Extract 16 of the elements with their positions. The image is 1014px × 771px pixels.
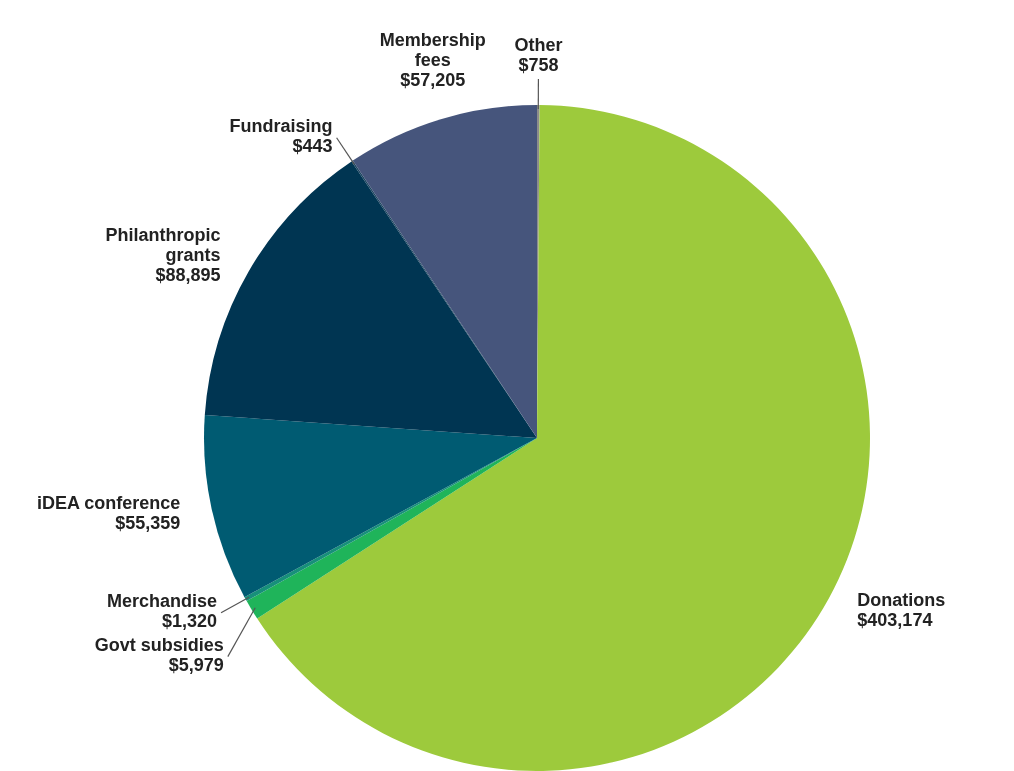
data-label: $443 (292, 135, 333, 156)
data-label: $57,205 (400, 70, 466, 91)
data-label: $88,895 (155, 265, 221, 286)
slice-label: iDEA conference (36, 492, 181, 513)
slice-label: Donations (857, 589, 946, 610)
slice-label: Other (514, 34, 563, 55)
data-label: $403,174 (857, 609, 933, 630)
slice-label: Govt subsidies (94, 634, 224, 655)
slice-label: Membership fees (379, 30, 486, 71)
slice-label: Merchandise (107, 590, 218, 611)
data-label: $5,979 (168, 654, 224, 675)
slice-label: Fundraising (229, 115, 333, 136)
data-label: $55,359 (115, 512, 181, 533)
slice-label: Philanthropic grants (105, 225, 221, 266)
data-label: $1,320 (162, 610, 218, 631)
data-label: $758 (518, 54, 559, 75)
